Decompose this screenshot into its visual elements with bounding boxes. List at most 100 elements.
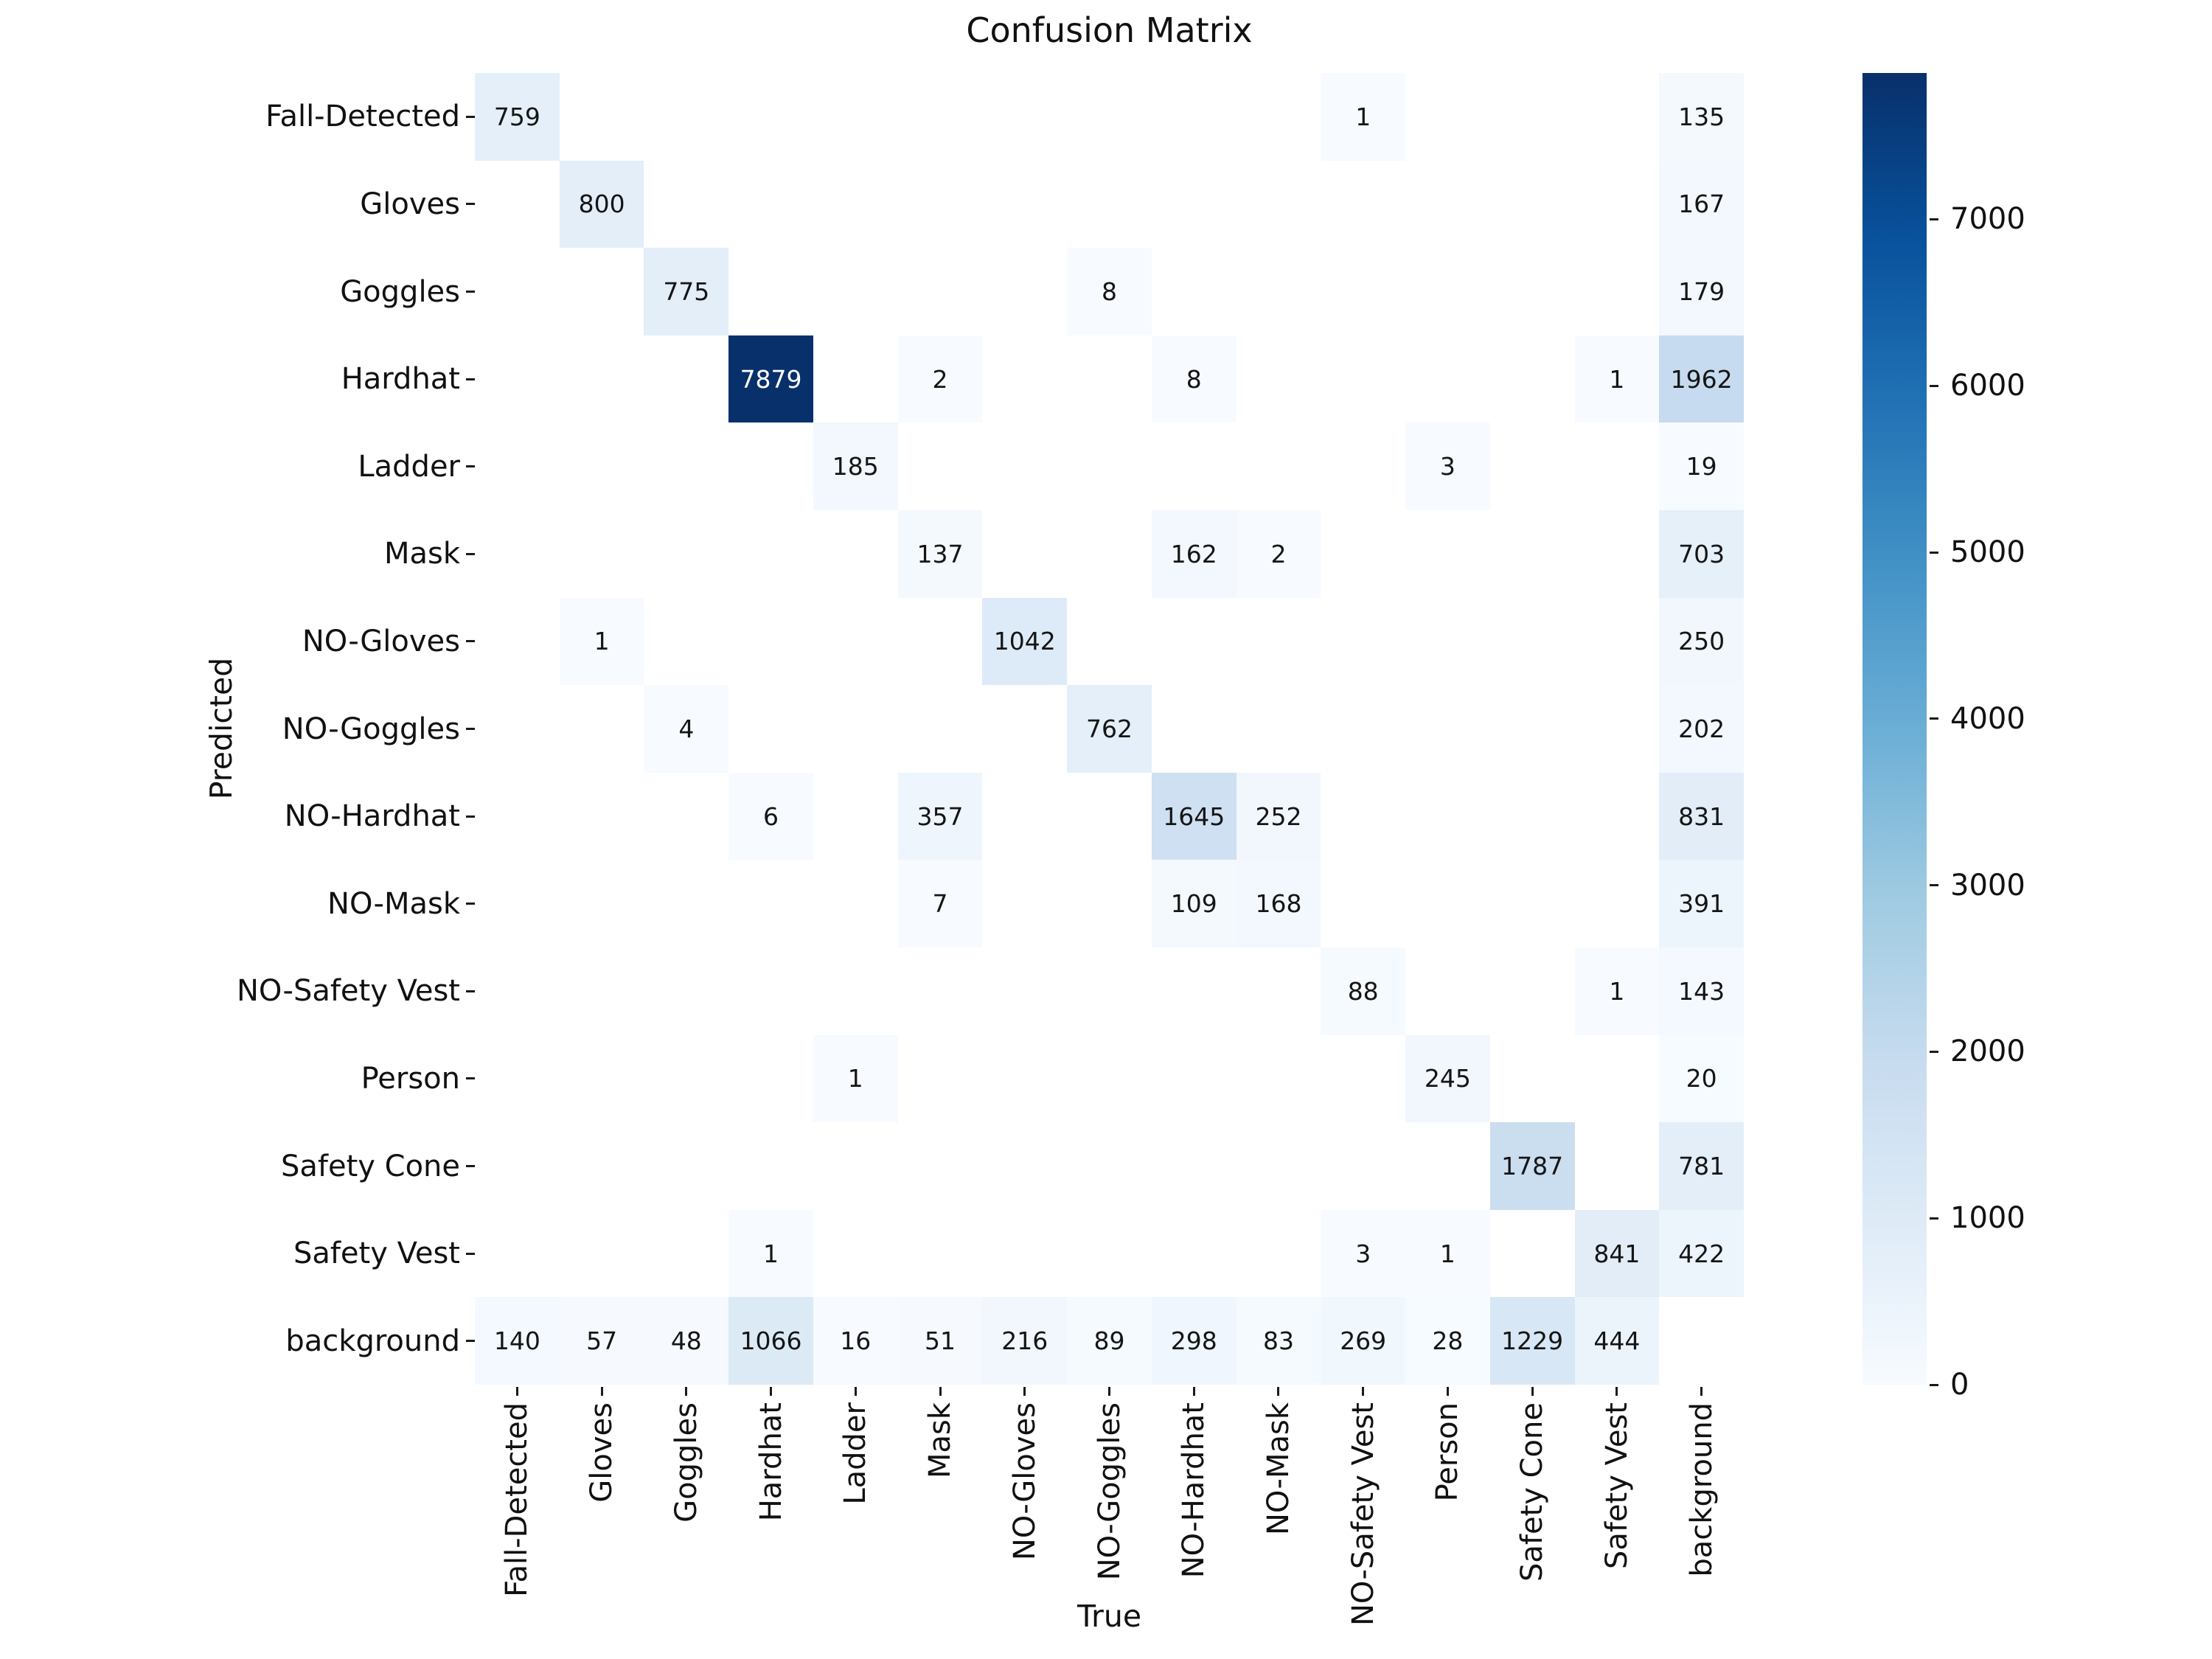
cell-value: 775 xyxy=(663,276,710,306)
matrix-cell: 16 xyxy=(813,1297,898,1385)
matrix-cell xyxy=(559,1209,644,1298)
matrix-cell xyxy=(475,685,560,773)
colorbar-tick-mark xyxy=(1930,1050,1938,1053)
matrix-cell xyxy=(728,509,813,598)
cell-value: 781 xyxy=(1678,1151,1725,1180)
matrix-cell xyxy=(982,685,1068,773)
matrix-cell xyxy=(1151,73,1237,161)
cell-value: 1 xyxy=(1439,1239,1455,1268)
matrix-cell xyxy=(559,335,644,423)
matrix-cell xyxy=(982,1034,1068,1123)
x-tick-label: Goggles xyxy=(669,1402,703,1523)
matrix-cell: 1 xyxy=(1574,335,1660,423)
x-tick-mark xyxy=(1108,1387,1110,1396)
matrix-cell: 185 xyxy=(813,422,898,510)
x-tick-mark xyxy=(685,1387,688,1396)
matrix-cell: 20 xyxy=(1659,1034,1744,1123)
matrix-cell xyxy=(1151,422,1237,510)
y-tick-mark xyxy=(466,203,475,206)
x-tick-mark xyxy=(1192,1387,1195,1396)
cell-value: 1645 xyxy=(1163,801,1225,831)
matrix-cell xyxy=(897,73,983,161)
matrix-cell xyxy=(1151,248,1237,335)
x-tick-mark xyxy=(515,1387,518,1396)
matrix-cell: 800 xyxy=(559,160,644,248)
matrix-cell xyxy=(1067,160,1152,248)
x-tick-label: NO-Gloves xyxy=(1007,1402,1042,1561)
colorbar-gradient xyxy=(1863,73,1927,1385)
matrix-cell: 48 xyxy=(644,1297,729,1385)
matrix-cell xyxy=(982,335,1068,423)
cell-value: 140 xyxy=(493,1326,540,1356)
matrix-cell: 167 xyxy=(1659,160,1744,248)
matrix-cell xyxy=(475,597,560,686)
cell-value: 800 xyxy=(578,189,625,219)
matrix-cell xyxy=(559,685,644,773)
cell-value: 135 xyxy=(1678,102,1725,131)
cell-value: 298 xyxy=(1170,1326,1217,1356)
colorbar-tick-label: 6000 xyxy=(1950,369,2025,403)
matrix-cell: 51 xyxy=(897,1297,983,1385)
cell-value: 7879 xyxy=(740,364,802,394)
cell-value: 20 xyxy=(1686,1064,1717,1093)
matrix-cell xyxy=(559,422,644,510)
matrix-cell: 2 xyxy=(1236,509,1321,598)
matrix-cell: 89 xyxy=(1067,1297,1152,1385)
heatmap-grid: 759 1 135 800 167 775 8 179 7879 2 8 1 1962 185 3 19 137… xyxy=(475,73,1744,1385)
x-tick-label: Hardhat xyxy=(754,1402,788,1522)
matrix-cell xyxy=(1489,509,1575,598)
x-tick-mark xyxy=(1531,1387,1534,1396)
colorbar-tick-mark xyxy=(1930,1383,1938,1386)
cell-value: 1 xyxy=(1609,364,1625,394)
matrix-cell xyxy=(1489,772,1575,860)
matrix-cell: 109 xyxy=(1151,860,1237,947)
matrix-cell xyxy=(1151,1034,1237,1123)
cell-value: 391 xyxy=(1678,889,1725,919)
cell-value: 1787 xyxy=(1501,1151,1564,1180)
matrix-cell xyxy=(1067,1122,1152,1210)
y-tick-label: NO-Gloves xyxy=(302,624,460,658)
y-tick-mark xyxy=(466,465,475,468)
cell-value: 3 xyxy=(1355,1239,1371,1268)
matrix-cell: 179 xyxy=(1659,248,1744,335)
matrix-cell: 391 xyxy=(1659,860,1744,947)
cell-value: 2 xyxy=(932,364,948,394)
matrix-cell xyxy=(1489,685,1575,773)
matrix-cell xyxy=(1659,1297,1744,1385)
x-tick-mark xyxy=(1615,1387,1618,1396)
matrix-cell xyxy=(1067,422,1152,510)
matrix-cell xyxy=(1151,1209,1237,1298)
matrix-cell: 19 xyxy=(1659,422,1744,510)
y-tick-mark xyxy=(466,291,475,293)
matrix-cell xyxy=(1236,335,1321,423)
matrix-cell xyxy=(559,947,644,1035)
y-tick-label: NO-Hardhat xyxy=(284,799,460,834)
cell-value: 143 xyxy=(1678,976,1725,1006)
matrix-cell xyxy=(644,335,729,423)
cell-value: 6 xyxy=(763,801,779,831)
matrix-cell xyxy=(475,772,560,860)
matrix-cell xyxy=(559,1034,644,1123)
matrix-cell: 1 xyxy=(1405,1209,1490,1298)
matrix-cell xyxy=(1405,772,1490,860)
matrix-cell xyxy=(1236,160,1321,248)
matrix-cell: 1 xyxy=(728,1209,813,1298)
matrix-cell xyxy=(1321,509,1406,598)
matrix-cell xyxy=(897,1034,983,1123)
matrix-cell xyxy=(1321,422,1406,510)
matrix-cell: 1645 xyxy=(1151,772,1237,860)
x-tick-mark xyxy=(1023,1387,1026,1396)
matrix-cell xyxy=(1321,860,1406,947)
matrix-cell xyxy=(982,1209,1068,1298)
cell-value: 762 xyxy=(1085,714,1133,743)
matrix-cell xyxy=(1067,947,1152,1035)
cell-value: 703 xyxy=(1678,539,1725,568)
matrix-cell xyxy=(1321,1122,1406,1210)
matrix-cell xyxy=(728,1034,813,1123)
matrix-cell: 1 xyxy=(559,597,644,686)
y-tick-label: NO-Safety Vest xyxy=(236,974,460,1009)
colorbar-tick-label: 1000 xyxy=(1950,1201,2025,1236)
x-tick-label: NO-Safety Vest xyxy=(1346,1402,1380,1627)
y-tick-mark xyxy=(466,552,475,555)
matrix-cell: 8 xyxy=(1067,248,1152,335)
